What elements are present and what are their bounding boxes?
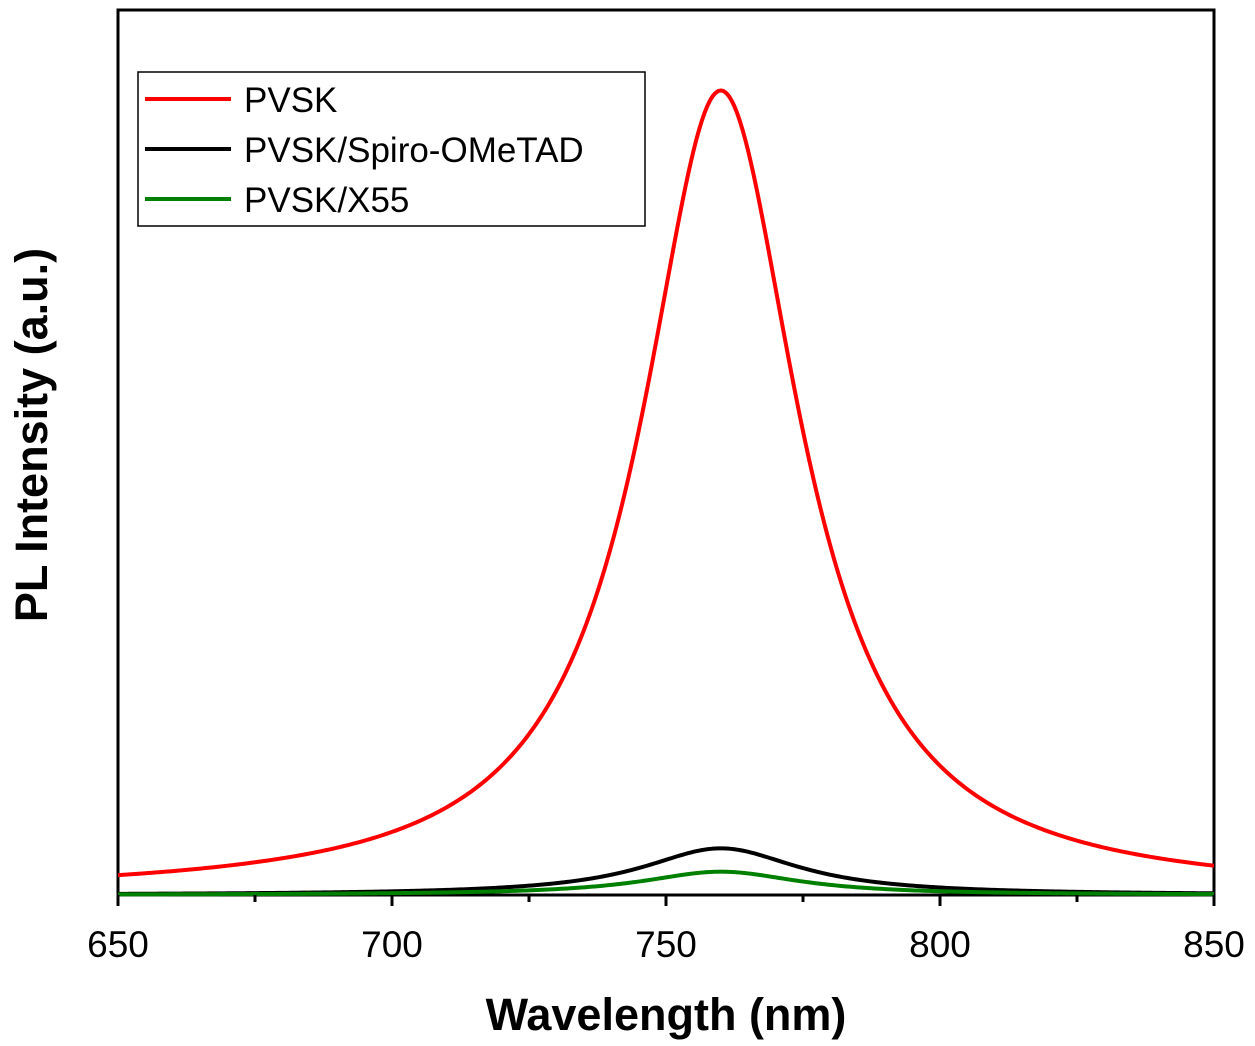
series-line-pvsk bbox=[117, 88, 1215, 878]
x-tick-label-650: 650 bbox=[87, 924, 149, 965]
x-axis-ticks bbox=[116, 895, 1216, 906]
x-tick-label-750: 750 bbox=[635, 924, 697, 965]
x-axis-tick-labels: 650 700 750 800 850 bbox=[87, 924, 1245, 965]
x-axis-title: Wavelength (nm) bbox=[486, 989, 847, 1040]
y-axis-title: PL Intensity (a.u.) bbox=[6, 248, 57, 622]
legend-label-x55: PVSK/X55 bbox=[244, 181, 409, 220]
legend: PVSK PVSK/Spiro-OMeTAD PVSK/X55 bbox=[137, 71, 646, 227]
x-tick-label-700: 700 bbox=[361, 924, 423, 965]
series-line-pvsk-spiro-ometad bbox=[117, 846, 1215, 896]
legend-label-pvsk: PVSK bbox=[244, 81, 337, 120]
x-tick-label-850: 850 bbox=[1183, 924, 1245, 965]
series-line-pvsk-x55 bbox=[118, 869, 1215, 897]
x-tick-label-800: 800 bbox=[909, 924, 971, 965]
legend-label-spiro-ometad: PVSK/Spiro-OMeTAD bbox=[244, 131, 584, 170]
series-layer bbox=[117, 88, 1215, 897]
